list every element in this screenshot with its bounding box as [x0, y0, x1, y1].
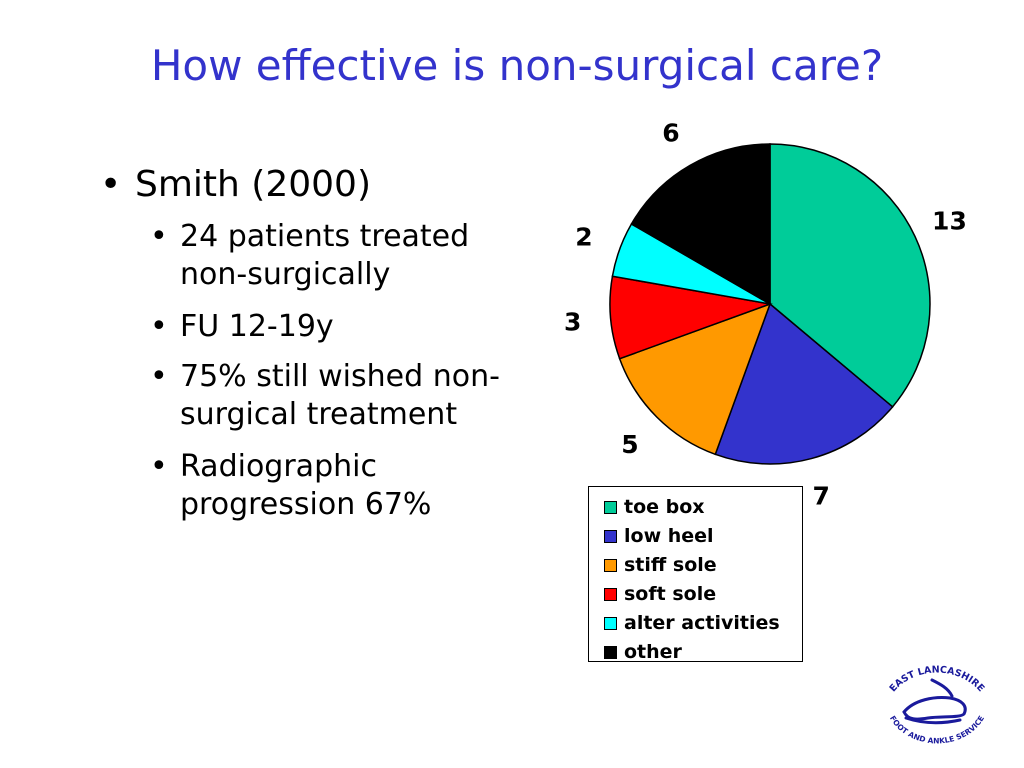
pie-data-label: 13	[932, 206, 967, 235]
legend-label: low heel	[624, 525, 714, 547]
bullet-marker: •	[150, 309, 168, 344]
legend-label: stiff sole	[624, 554, 717, 576]
pie-slice-low-heel	[714, 302, 894, 465]
pie-slice-stiff-sole	[618, 302, 772, 456]
legend-item: stiff sole	[589, 551, 802, 580]
sub-bullet-line: progression 67%	[180, 487, 432, 522]
chart-legend: toe box low heel stiff sole soft sole alter …	[588, 486, 803, 663]
sub-bullet-wished: • 75% still wished non- surgical treatme…	[150, 358, 570, 434]
legend-swatch	[604, 617, 617, 630]
bullet-smith-2000: • Smith (2000)	[100, 160, 371, 210]
pie-data-label: 6	[662, 119, 679, 148]
bullet-text: Smith (2000)	[135, 164, 372, 205]
pie-data-label: 5	[621, 430, 638, 459]
legend-label: soft sole	[624, 583, 717, 605]
sub-bullet-line: 24 patients treated	[180, 219, 470, 254]
legend-item: low heel	[589, 522, 802, 551]
pie-slice-other	[630, 143, 771, 306]
legend-swatch	[604, 501, 617, 514]
legend-label: alter activities	[624, 612, 780, 634]
legend-swatch	[604, 646, 617, 659]
pie-slice-toe-box	[769, 143, 931, 408]
bullet-marker: •	[150, 219, 168, 254]
sub-bullet-line: 75% still wished non-	[180, 359, 500, 394]
legend-item: toe box	[589, 493, 802, 522]
bullet-marker: •	[100, 164, 122, 205]
pie-data-label: 3	[564, 307, 581, 336]
legend-item: alter activities	[589, 609, 802, 638]
legend-swatch	[604, 530, 617, 543]
legend-item: other	[589, 638, 802, 667]
logo-text-bottom: FOOT AND ANKLE SERVICE	[888, 714, 986, 745]
bullet-marker: •	[150, 449, 168, 484]
pie-data-label: 2	[575, 222, 592, 251]
foot-icon	[902, 678, 967, 725]
sub-bullet-patients: • 24 patients treated non-surgically	[150, 218, 570, 294]
legend-swatch	[604, 559, 617, 572]
sub-bullet-line: non-surgically	[180, 257, 391, 292]
logo-text-top: EAST LANCASHIRE	[888, 665, 987, 695]
bullet-marker: •	[150, 359, 168, 394]
legend-swatch	[604, 588, 617, 601]
sub-bullet-line: FU 12-19y	[180, 309, 334, 344]
legend-label: other	[624, 641, 682, 663]
sub-bullet-followup: • FU 12-19y	[150, 308, 570, 346]
east-lancashire-logo: EAST LANCASHIRE FOOT AND ANKLE SERVICE	[888, 665, 987, 746]
sub-bullet-line: Radiographic	[180, 449, 377, 484]
sub-bullet-line: surgical treatment	[180, 397, 458, 432]
slide-title: How effective is non-surgical care?	[150, 41, 884, 90]
legend-label: toe box	[624, 496, 705, 518]
pie-data-label: 7	[813, 481, 830, 510]
sub-bullet-radiographic: • Radiographic progression 67%	[150, 448, 570, 524]
legend-item: soft sole	[589, 580, 802, 609]
